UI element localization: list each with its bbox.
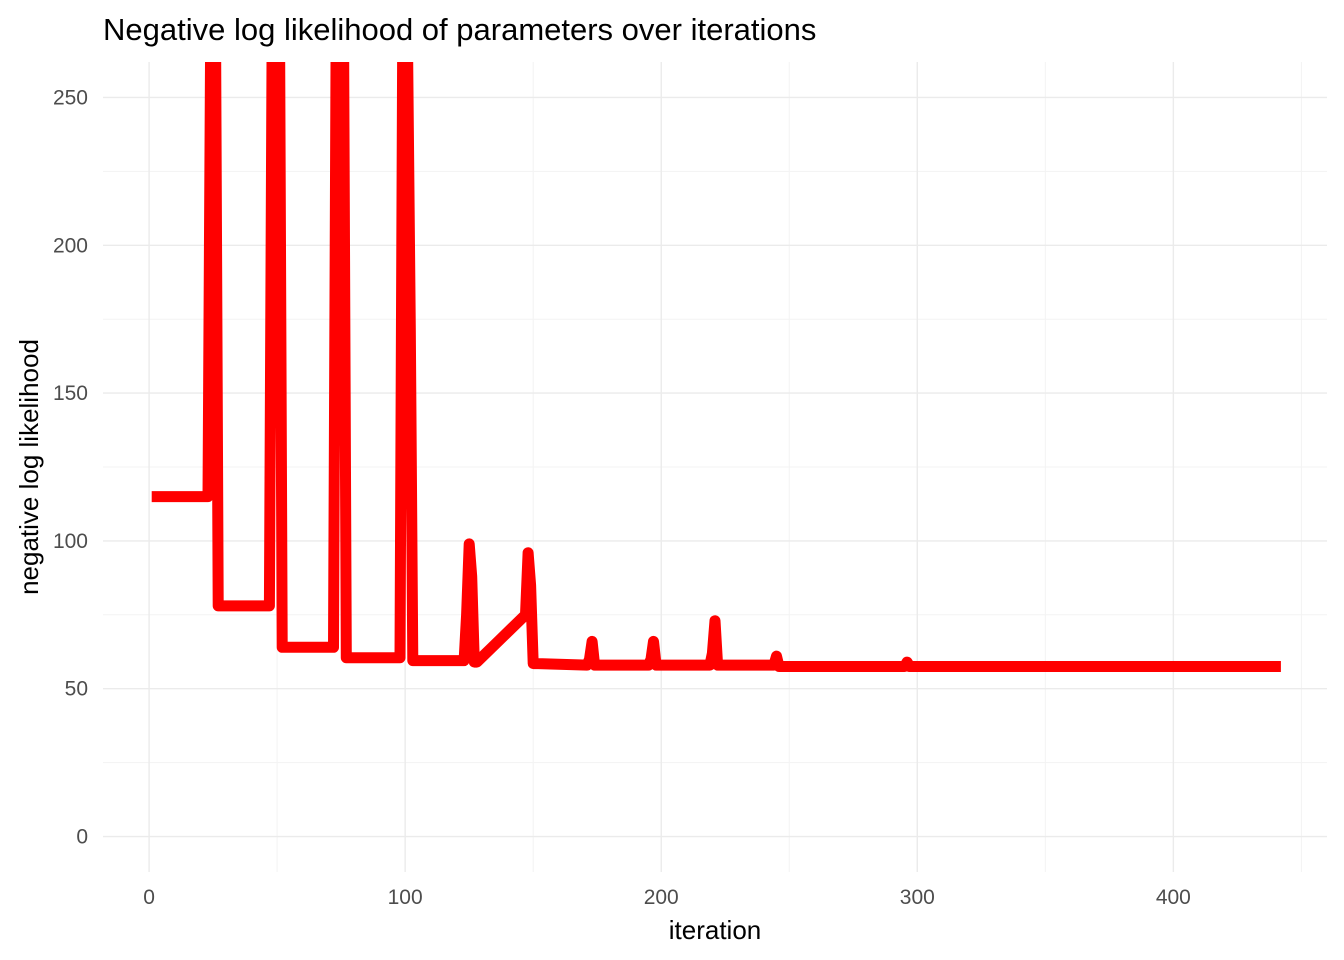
y-tick-label: 0 — [76, 826, 88, 849]
x-tick-label: 100 — [388, 886, 423, 909]
minor-gridlines — [103, 62, 1327, 872]
y-tick-label: 250 — [53, 86, 88, 109]
x-tick-label: 200 — [644, 886, 679, 909]
x-axis-label: iteration — [669, 915, 762, 945]
plot-series — [151, 62, 1281, 672]
y-tick-label: 50 — [65, 678, 88, 701]
x-axis-tick-labels: 0 100 200 300 400 — [143, 886, 1191, 909]
y-axis-tick-labels: 0 50 100 150 200 250 — [53, 86, 88, 848]
y-axis-label: negative log likelihood — [14, 339, 44, 595]
chart-title: Negative log likelihood of parameters ov… — [103, 12, 816, 47]
x-tick-label: 300 — [900, 886, 935, 909]
y-tick-label: 150 — [53, 382, 88, 405]
y-tick-label: 200 — [53, 234, 88, 257]
x-tick-label: 400 — [1156, 886, 1191, 909]
series-line-0 — [151, 62, 1281, 672]
y-tick-label: 100 — [53, 530, 88, 553]
x-tick-label: 0 — [143, 886, 155, 909]
